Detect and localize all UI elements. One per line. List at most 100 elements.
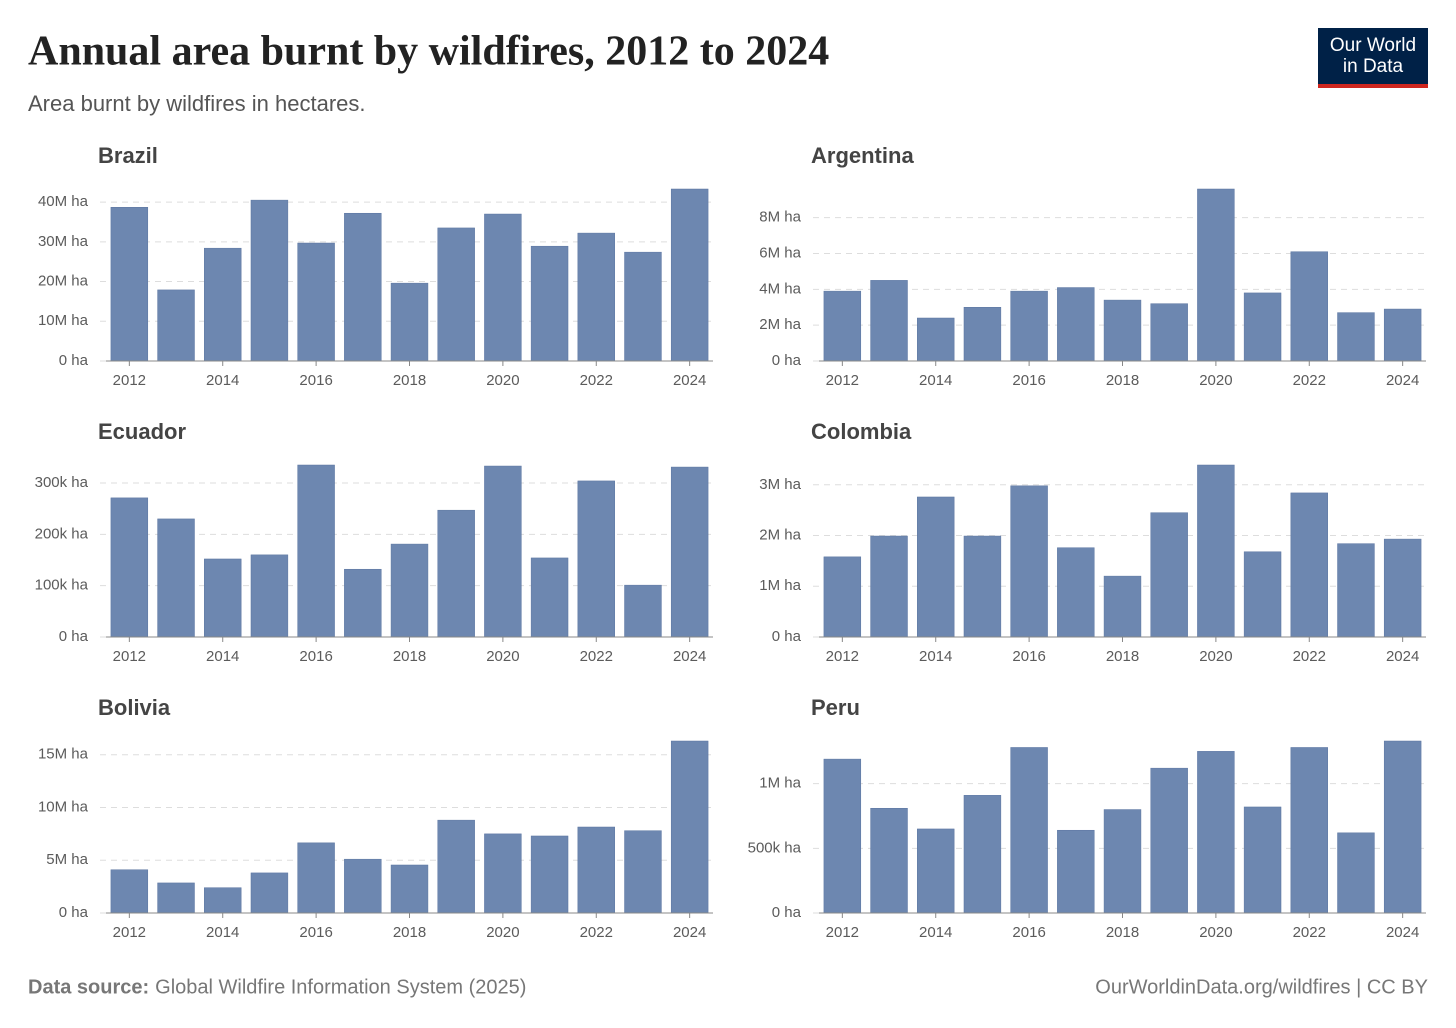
bar — [577, 826, 615, 914]
y-tick-label: 30M ha — [38, 233, 89, 250]
x-tick-label: 2016 — [1012, 648, 1045, 665]
bar — [204, 887, 242, 914]
y-tick-label: 4M ha — [759, 280, 801, 297]
x-tick-label: 2022 — [1293, 648, 1326, 665]
bar — [157, 518, 195, 638]
bar — [577, 232, 615, 362]
bar — [670, 740, 709, 914]
bar — [530, 557, 569, 638]
bar — [297, 842, 335, 914]
bar — [484, 833, 522, 914]
x-tick-label: 2024 — [1386, 924, 1419, 941]
bar — [1290, 747, 1328, 914]
x-tick-label: 2012 — [113, 924, 146, 941]
panel-title: Argentina — [811, 143, 914, 168]
bar — [823, 758, 862, 914]
x-tick-label: 2024 — [673, 372, 706, 389]
y-tick-label: 20M ha — [38, 273, 89, 290]
y-tick-label: 0 ha — [772, 352, 802, 369]
x-tick-label: 2022 — [1293, 924, 1326, 941]
bar — [963, 307, 1002, 362]
x-tick-label: 2020 — [1199, 372, 1232, 389]
x-tick-label: 2014 — [919, 924, 952, 941]
y-tick-label: 15M ha — [38, 746, 89, 763]
bar — [110, 207, 149, 362]
bar — [344, 212, 382, 362]
x-tick-label: 2022 — [580, 372, 613, 389]
x-tick-label: 2014 — [206, 372, 239, 389]
x-tick-label: 2016 — [299, 924, 332, 941]
y-tick-label: 6M ha — [759, 244, 801, 261]
x-tick-label: 2014 — [919, 372, 952, 389]
bar — [624, 830, 662, 914]
bar — [110, 497, 149, 638]
x-tick-label: 2012 — [826, 924, 859, 941]
bar — [297, 464, 335, 638]
y-tick-label: 3M ha — [759, 476, 801, 493]
logo-box — [1318, 28, 1428, 84]
subtitle: Area burnt by wildfires in hectares. — [28, 91, 366, 116]
panel-title: Peru — [811, 695, 860, 720]
bar — [624, 584, 662, 638]
y-tick-label: 1M ha — [759, 577, 801, 594]
panel-title: Ecuador — [98, 419, 186, 444]
bar — [204, 247, 242, 362]
source: Global Wildfire Information System (2025… — [155, 976, 526, 998]
bar — [1057, 547, 1095, 638]
bar — [917, 496, 955, 638]
y-tick-label: 2M ha — [759, 316, 801, 333]
y-tick-label: 0 ha — [59, 352, 89, 369]
bar — [1010, 485, 1048, 638]
bar — [1290, 492, 1328, 638]
bar — [204, 558, 242, 638]
bar — [344, 568, 382, 638]
y-tick-label: 40M ha — [38, 193, 89, 210]
bar — [1337, 312, 1375, 362]
bar — [1150, 767, 1188, 914]
bar — [530, 245, 569, 362]
x-tick-label: 2014 — [206, 924, 239, 941]
bar — [1057, 829, 1095, 914]
bar — [250, 554, 289, 638]
x-tick-label: 2020 — [1199, 648, 1232, 665]
panel-title: Bolivia — [98, 695, 171, 720]
bar — [437, 509, 475, 638]
x-tick-label: 2024 — [1386, 648, 1419, 665]
x-tick-label: 2020 — [486, 648, 519, 665]
bar — [297, 242, 335, 362]
bar — [1010, 747, 1048, 914]
x-tick-label: 2018 — [393, 648, 426, 665]
bar — [963, 535, 1002, 638]
y-tick-label: 10M ha — [38, 312, 89, 329]
y-tick-label: 300k ha — [35, 474, 89, 491]
bar — [577, 480, 615, 638]
bar — [1010, 290, 1048, 362]
bar — [1150, 512, 1188, 638]
bar — [157, 882, 195, 914]
x-tick-label: 2022 — [580, 924, 613, 941]
y-tick-label: 500k ha — [748, 839, 802, 856]
bar — [110, 869, 149, 914]
x-tick-label: 2018 — [1106, 648, 1139, 665]
bar — [963, 795, 1002, 914]
bar — [530, 835, 569, 914]
bar — [1197, 464, 1235, 638]
bar — [1337, 832, 1375, 914]
bar — [870, 807, 908, 914]
y-tick-label: 5M ha — [46, 851, 88, 868]
x-tick-label: 2012 — [113, 648, 146, 665]
x-tick-label: 2016 — [1012, 372, 1045, 389]
x-tick-label: 2016 — [299, 648, 332, 665]
url: OurWorldinData.org/wildfires | CC BY — [1095, 976, 1428, 998]
bar — [344, 858, 382, 914]
bar — [670, 466, 709, 638]
bar — [1243, 551, 1282, 638]
x-tick-label: 2012 — [113, 372, 146, 389]
bar — [917, 317, 955, 362]
bar — [1057, 287, 1095, 362]
bar — [437, 227, 475, 362]
logo-stripe — [1318, 84, 1428, 88]
bar — [917, 828, 955, 914]
x-tick-label: 2020 — [486, 372, 519, 389]
